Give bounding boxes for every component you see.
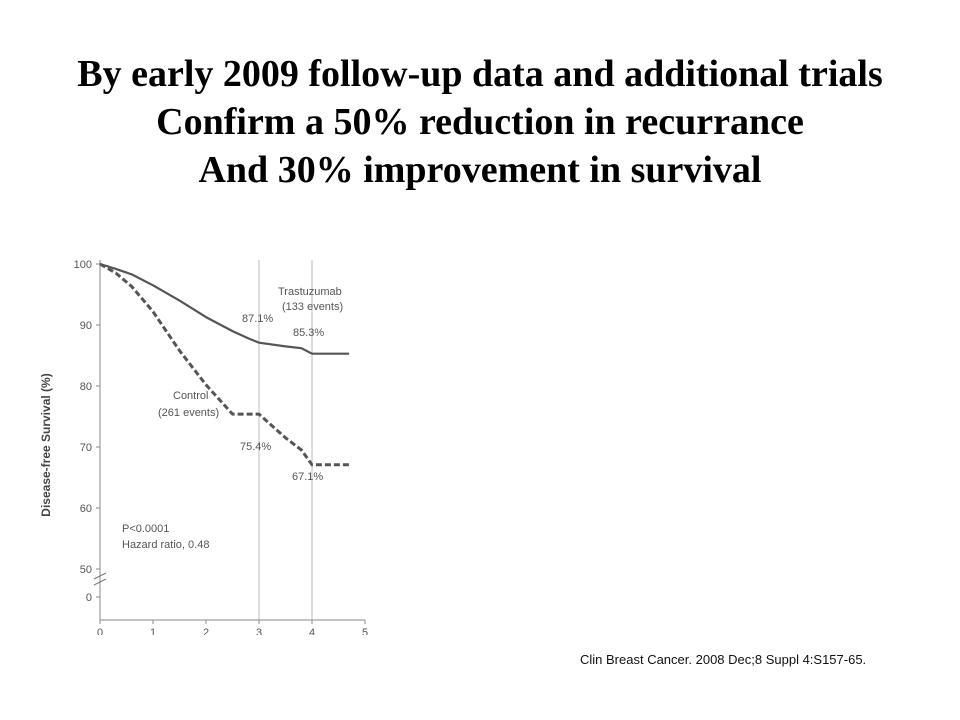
control-4yr-label: 67.1% bbox=[292, 471, 323, 483]
x-tick-label: 2 bbox=[203, 627, 209, 635]
y-tick-label: 70 bbox=[80, 442, 92, 454]
control-legend-line-2: (261 events) bbox=[158, 407, 219, 419]
trastuzumab-3yr-label: 87.1% bbox=[242, 313, 273, 325]
y-tick-label: 90 bbox=[80, 320, 92, 332]
y-axis-label: Disease-free Survival (%) bbox=[39, 373, 53, 516]
trastuzumab-legend-line-1: Trastuzumab bbox=[278, 286, 342, 298]
title-line-1: By early 2009 follow-up data and additio… bbox=[77, 53, 883, 95]
x-tick-label: 1 bbox=[150, 627, 156, 635]
trastuzumab-4yr-label: 85.3% bbox=[293, 327, 324, 339]
axis-break-mark bbox=[93, 572, 107, 586]
y-tick-label-0: 0 bbox=[86, 592, 92, 604]
title-line-3: And 30% improvement in survival bbox=[198, 149, 762, 191]
citation: Clin Breast Cancer. 2008 Dec;8 Suppl 4:S… bbox=[580, 652, 867, 667]
slide-title: By early 2009 follow-up data and additio… bbox=[0, 50, 960, 194]
x-tick-label: 5 bbox=[362, 627, 368, 635]
title-line-2: Confirm a 50% reduction in recurrance bbox=[156, 101, 804, 143]
y-tick-label: 50 bbox=[80, 564, 92, 576]
x-tick-label: 4 bbox=[309, 627, 315, 635]
series-line-control bbox=[99, 262, 350, 467]
p-value-text: P<0.0001 bbox=[122, 523, 169, 535]
y-tick-label: 100 bbox=[74, 259, 92, 271]
x-tick-label: 0 bbox=[97, 627, 103, 635]
control-legend-line-1: Control bbox=[173, 390, 208, 402]
trastuzumab-legend-line-2: (133 events) bbox=[282, 301, 343, 313]
survival-chart: Disease-free Survival (%) 0 50 60 70 80 90 10… bbox=[30, 240, 380, 639]
y-tick-label: 80 bbox=[80, 381, 92, 393]
hazard-ratio-text: Hazard ratio, 0.48 bbox=[122, 539, 209, 551]
y-tick-label: 60 bbox=[80, 503, 92, 515]
survival-chart-svg: Disease-free Survival (%) 0 506070809010… bbox=[39, 259, 368, 639]
series-line-trastuzumab bbox=[99, 262, 350, 355]
control-3yr-label: 75.4% bbox=[240, 441, 271, 453]
x-tick-label: 3 bbox=[256, 627, 262, 635]
